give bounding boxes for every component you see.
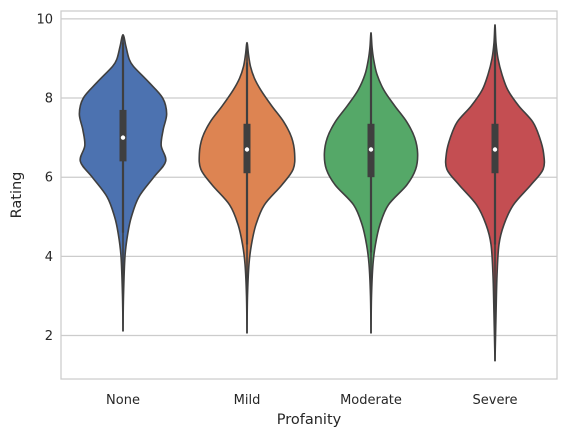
y-tick-labels: 2 4 6 8 10 xyxy=(36,12,53,344)
median-point xyxy=(492,147,498,152)
x-tick-labels: None Mild Moderate Severe xyxy=(106,393,517,408)
x-tick-label: Moderate xyxy=(340,393,402,408)
violins xyxy=(78,24,546,362)
y-tick-label: 8 xyxy=(45,92,53,107)
y-tick-label: 6 xyxy=(45,171,53,186)
x-axis-title: Profanity xyxy=(277,412,342,428)
y-tick-label: 2 xyxy=(45,329,53,344)
y-tick-label: 4 xyxy=(45,250,53,265)
median-point xyxy=(244,147,250,152)
median-point xyxy=(368,147,374,152)
x-tick-label: Mild xyxy=(234,393,261,408)
median-point xyxy=(120,135,126,140)
y-axis-title: Rating xyxy=(9,172,25,219)
x-tick-label: None xyxy=(106,393,140,408)
x-tick-label: Severe xyxy=(473,393,518,408)
plot-frame xyxy=(60,10,558,380)
y-tick-label: 10 xyxy=(36,12,53,27)
